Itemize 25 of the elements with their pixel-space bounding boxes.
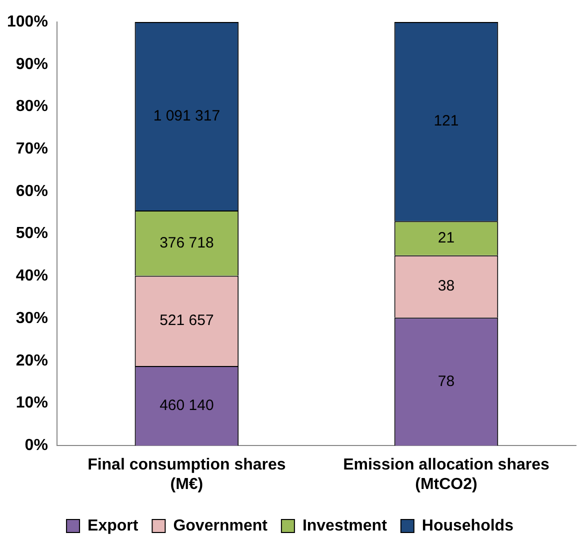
annotation: 521 657: [160, 312, 214, 329]
legend-label: Households: [422, 517, 514, 534]
annotation: 376 718: [160, 234, 214, 252]
y-tick-label: 50%: [16, 225, 48, 242]
y-tick-label: 90%: [16, 56, 48, 73]
annotation: 38: [438, 278, 455, 295]
annotation: 21: [438, 229, 455, 246]
y-tick-label: 10%: [16, 394, 48, 412]
annotation: 460 140: [160, 396, 214, 414]
y-tick-label: 20%: [16, 352, 48, 370]
legend-label: Export: [88, 517, 139, 534]
annotation: 1 091 317: [153, 107, 220, 124]
y-tick-label: 30%: [16, 310, 48, 327]
y-tick-label: 40%: [16, 268, 48, 285]
annotation: 121: [434, 112, 459, 130]
y-tick-label: 100%: [7, 13, 48, 30]
y-tick-label: 80%: [16, 98, 48, 116]
legend-label: Investment: [302, 517, 388, 534]
y-tick-label: 60%: [16, 182, 48, 200]
legend-label: Government: [173, 517, 268, 534]
x-tick-label: Final consumption shares (M€): [88, 456, 286, 493]
y-tick-label: 70%: [16, 140, 48, 158]
annotation: 78: [438, 372, 455, 390]
y-tick-label: 0%: [24, 437, 48, 454]
x-tick-label: Emission allocation shares (MtCO2): [343, 456, 550, 493]
